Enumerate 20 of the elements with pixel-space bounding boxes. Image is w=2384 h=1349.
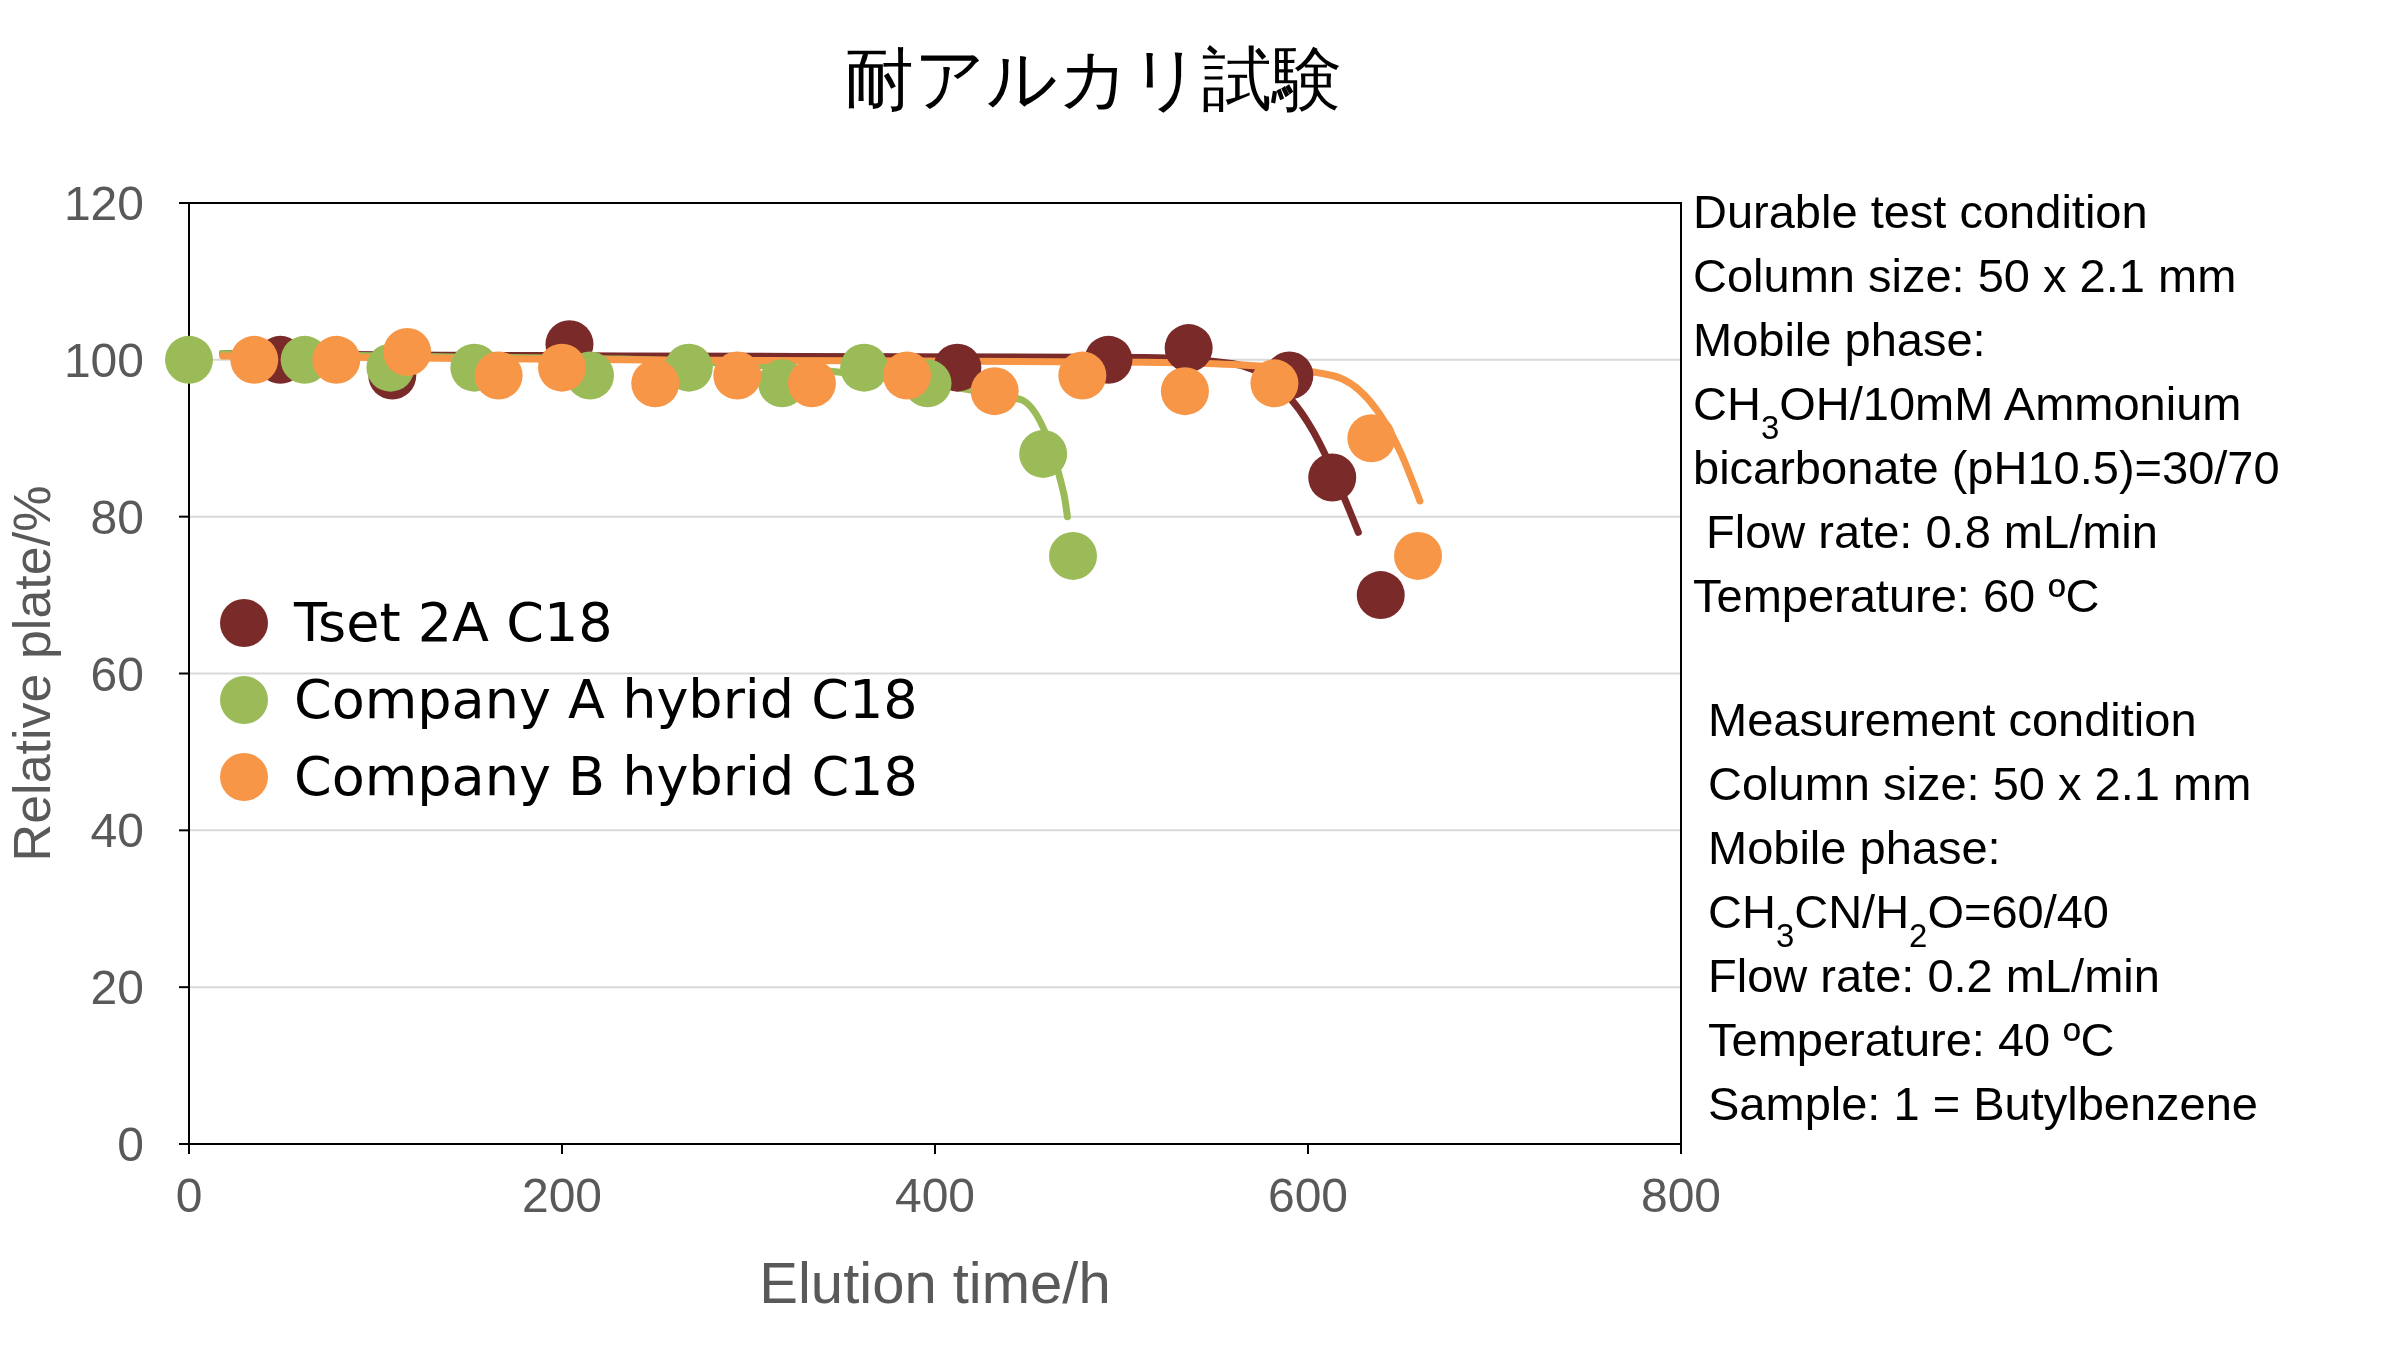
text: Measurement condition Column size: 50 x 2.1 mm Mobile phase: CH$_{3}$CN/H$_{2}$O=60/40 Flow rate: 0.2 mL/min Temperature: 40 ºC Sample: 1 = Butylbenzene xyxy=(1708,693,2259,1130)
y-tick-label: 0 xyxy=(117,1118,144,1171)
legend-label: Company B hybrid C18 xyxy=(294,745,918,808)
legend-label: Company A hybrid C18 xyxy=(294,668,918,731)
y-tick-label: 40 xyxy=(90,804,144,858)
x-tick-label: 600 xyxy=(1267,1169,1349,1222)
y-axis-title: Relative plate/% xyxy=(3,485,61,862)
x-tick-label: 800 xyxy=(1640,1169,1722,1222)
y-tick-label: 20 xyxy=(90,961,144,1015)
y-tick-label: 60 xyxy=(90,647,144,701)
text: Durable test condition Column size: 50 x 2.1 mm Mobile phase: CH$_{3}$OH/10mM Ammonium bicarbonate (pH10.5)=30/70 Flow rate: 0.8 mL/min Temperature: 60 ºC xyxy=(1693,185,2280,622)
x-tick-label: 400 xyxy=(894,1169,976,1222)
legend-label: Tset 2A C18 xyxy=(293,591,613,654)
y-tick-label: 120 xyxy=(63,177,144,230)
y-tick-label: 100 xyxy=(63,333,144,387)
x-axis-title: Elution time/h xyxy=(759,1250,1111,1315)
y-tick-label: 80 xyxy=(90,490,144,544)
x-tick-label: 0 xyxy=(175,1169,203,1222)
chart-title: 耐アルカリ試験 xyxy=(844,38,1342,120)
x-tick-label: 200 xyxy=(521,1169,603,1222)
